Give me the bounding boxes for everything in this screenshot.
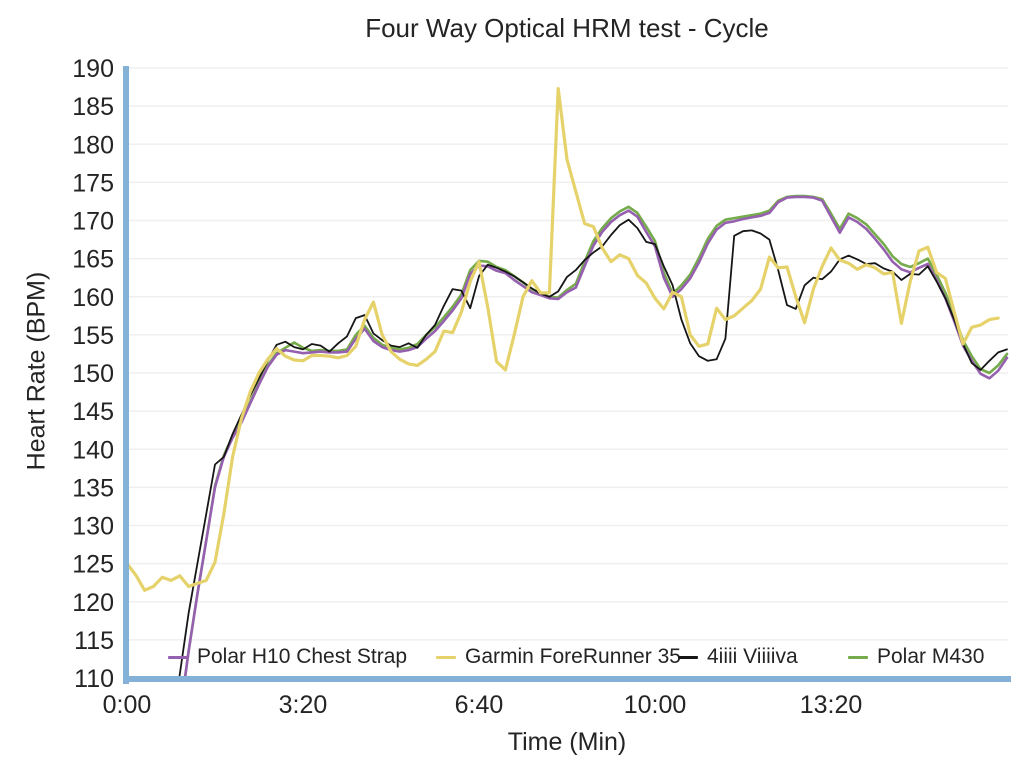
y-tick-label: 165 [72,246,114,274]
x-tick-labels: 0:00 3:20 6:40 10:00 13:20 [103,691,863,719]
legend-item-4iiii-viiiiva: 4iiii Viiiiva [678,645,798,668]
y-tick-label: 140 [72,436,114,464]
legend-label: Polar M430 [877,645,985,668]
x-tick-label: 6:40 [455,691,504,719]
y-tick-label: 115 [74,627,114,655]
y-tick-label: 150 [72,360,114,388]
y-tick-label: 170 [72,208,114,236]
y-tick-label: 175 [72,169,114,197]
y-tick-label: 120 [72,589,114,617]
x-tick-label: 13:20 [800,691,863,719]
y-tick-label: 145 [72,398,114,426]
y-tick-label: 190 [72,55,114,83]
y-tick-label: 110 [74,665,114,693]
y-tick-label: 130 [72,513,114,541]
legend-swatch [678,655,698,659]
legend-swatch [168,655,188,659]
legend-label: 4iiii Viiiiva [707,645,798,668]
legend-swatch [848,655,868,659]
x-axis-title: Time (Min) [507,728,627,756]
y-tick-label: 125 [72,551,114,579]
y-tick-label: 155 [72,322,114,350]
legend-label: Garmin ForeRunner 35 [465,645,681,668]
gridlines [127,67,1008,641]
y-tick-label: 180 [72,131,114,159]
x-tick-label: 10:00 [624,691,687,719]
legend-item-polar-m430: Polar M430 [848,645,985,668]
series-line-polar-m430 [183,194,1009,678]
y-tick-label: 160 [72,284,114,312]
y-axis [123,66,129,684]
legend-swatch [436,655,456,659]
chart-title: Four Way Optical HRM test - Cycle [365,13,769,43]
x-axis [123,676,1011,682]
x-tick-label: 3:20 [279,691,328,719]
legend-item-polar-h10-chest-strap: Polar H10 Chest Strap [168,645,408,668]
x-tick-label: 0:00 [103,691,152,719]
series-lines [127,87,1009,678]
legend-item-garmin-forerunner-35: Garmin ForeRunner 35 [436,645,681,668]
y-tick-label: 135 [72,474,114,502]
series-line-garmin-forerunner-35 [127,87,1000,592]
series-line-polar-h10-chest-strap [183,195,1009,678]
y-tick-label: 185 [72,93,114,121]
y-tick-labels: 110 115 120 125 130 135 140 145 150 155 160 165 170 1… [72,55,114,693]
legend-label: Polar H10 Chest Strap [197,645,408,668]
